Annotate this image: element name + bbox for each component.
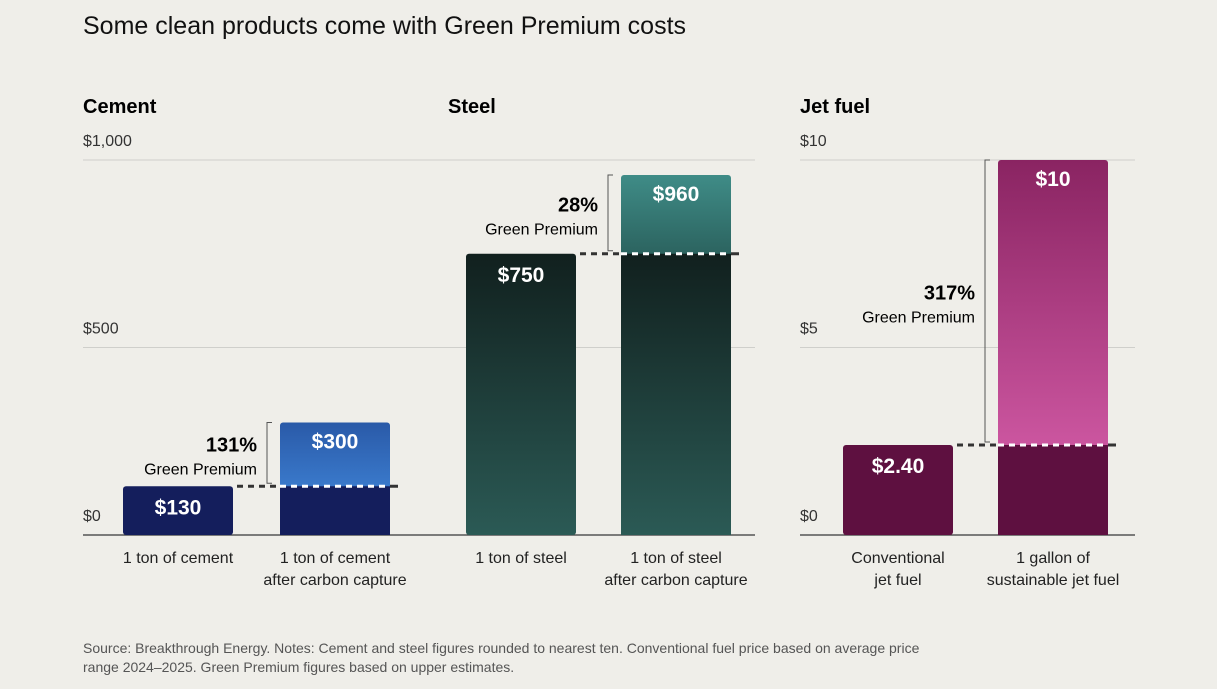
x-category-label: 1 ton of cement xyxy=(123,550,234,567)
premium-percent: 131% xyxy=(206,434,257,456)
bar xyxy=(123,486,233,535)
y-tick-label: $10 xyxy=(800,133,827,150)
data-label: $130 xyxy=(155,496,202,519)
x-category-label: Conventional jet fuel xyxy=(851,550,944,589)
chart-title: Some clean products come with Green Prem… xyxy=(83,12,687,40)
bar xyxy=(843,445,953,535)
x-category-label: 1 ton of steel xyxy=(475,550,567,567)
y-tick-label: $0 xyxy=(83,508,101,525)
bar-premium-segment xyxy=(998,160,1108,448)
bar-premium-segment xyxy=(280,422,390,490)
bar-base-segment xyxy=(621,253,731,535)
premium-label: Green Premium xyxy=(144,461,257,478)
premium-bracket xyxy=(607,174,613,252)
panel-title: Steel xyxy=(448,96,496,118)
premium-percent: 317% xyxy=(924,283,975,305)
premium-bracket xyxy=(266,422,272,484)
y-tick-label: $0 xyxy=(800,508,818,525)
x-category-label: 1 gallon of sustainable jet fuel xyxy=(987,550,1120,589)
premium-bracket xyxy=(984,159,990,443)
premium-label: Green Premium xyxy=(485,221,598,238)
x-category-label: 1 ton of cement after carbon capture xyxy=(263,550,406,589)
y-tick-label: $500 xyxy=(83,321,119,338)
y-tick-label: $1,000 xyxy=(83,133,132,150)
data-label: $2.40 xyxy=(872,455,925,478)
y-tick-label: $5 xyxy=(800,321,818,338)
x-category-label: 1 ton of steel after carbon capture xyxy=(604,550,747,589)
bar-premium-segment xyxy=(621,175,731,257)
bar-base-segment xyxy=(998,445,1108,535)
bar xyxy=(466,253,576,535)
bar-base-segment xyxy=(280,486,390,535)
panel-title: Jet fuel xyxy=(800,96,870,118)
premium-percent: 28% xyxy=(558,194,598,216)
panel-title: Cement xyxy=(83,96,157,118)
data-label: $960 xyxy=(653,183,700,206)
premium-label: Green Premium xyxy=(862,310,975,327)
data-label: $300 xyxy=(312,431,359,454)
data-label: $10 xyxy=(1035,168,1070,191)
data-label: $750 xyxy=(498,264,545,287)
source-note: Source: Breakthrough Energy. Notes: Ceme… xyxy=(83,640,920,675)
